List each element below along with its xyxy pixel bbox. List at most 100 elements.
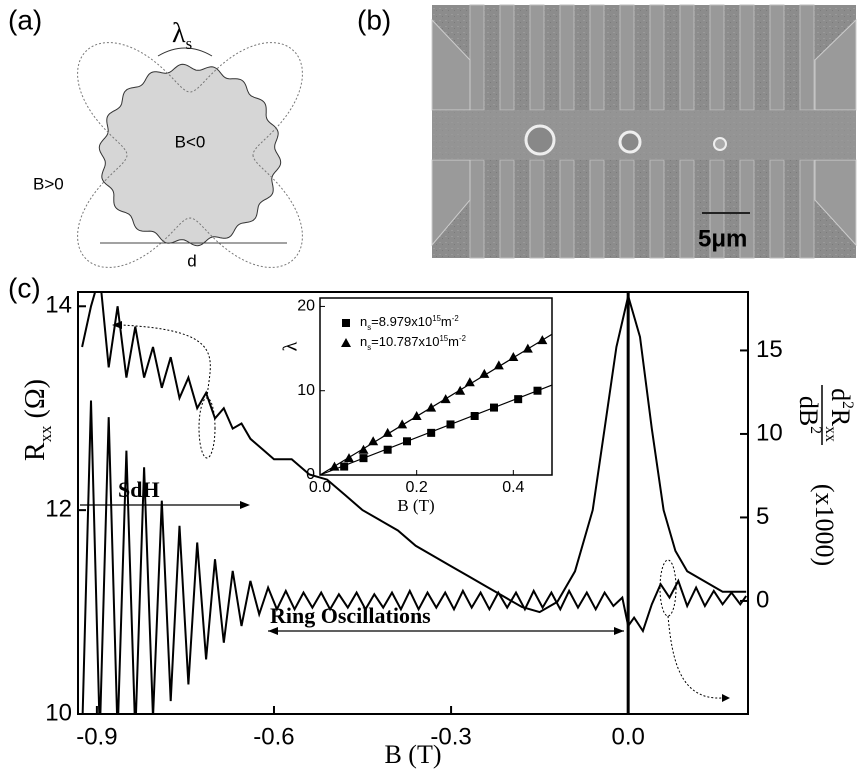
legend-label: ns=10.787x1015m-2 <box>360 334 466 352</box>
marker <box>537 335 548 345</box>
marker <box>426 402 437 412</box>
x-tick-label: -0.9 <box>76 723 117 750</box>
marker <box>358 444 369 454</box>
arrowhead <box>240 501 250 509</box>
text-part: m <box>441 314 452 329</box>
text-part: 15 <box>432 314 441 323</box>
electrode <box>589 4 605 111</box>
marker <box>490 403 498 412</box>
marker <box>464 377 475 387</box>
y2-axis-label: (x1000) <box>810 484 839 566</box>
y-tick-label: 20 <box>297 298 315 315</box>
electrode <box>799 4 815 111</box>
panel-a: (a) λs B<0 B>0 d <box>8 4 303 270</box>
electrode <box>559 159 575 259</box>
text-part: -2 <box>459 334 466 343</box>
fermi-circle <box>98 63 282 247</box>
arrowhead <box>722 694 730 702</box>
x-axis-label: B (T) <box>397 496 434 515</box>
y-tick-label: 14 <box>45 292 72 319</box>
y2-tick-label: 0 <box>756 586 769 613</box>
y-tick-label: 10 <box>45 699 72 726</box>
legend-marker <box>342 319 350 327</box>
electrode <box>619 159 635 259</box>
legend-marker <box>341 338 351 347</box>
text-part: (Ω) <box>20 379 51 425</box>
text-part: R <box>826 409 855 427</box>
text-part: 15 <box>439 334 448 343</box>
panel-label: (b) <box>357 4 391 35</box>
scale-bar-label: 5μm <box>698 225 747 252</box>
text-part: =8.979x10 <box>371 314 432 329</box>
ring <box>618 130 642 154</box>
marker <box>382 427 393 437</box>
marker <box>514 395 523 404</box>
x-tick-label: 0.4 <box>502 479 524 496</box>
data-line <box>81 400 748 714</box>
electrode <box>769 4 785 111</box>
x-tick-label: 0.2 <box>406 479 428 496</box>
data-line <box>81 292 747 614</box>
electrode <box>769 159 785 259</box>
y-tick-label: 10 <box>297 382 315 399</box>
inset-background <box>320 298 552 475</box>
annotation: Ring Oscillations <box>270 603 431 628</box>
legend-label: ns=8.979x1015m-2 <box>360 314 459 332</box>
channel <box>432 110 856 160</box>
x-axis-label: B (T) <box>384 740 441 769</box>
text-part: s <box>186 34 193 53</box>
text-part: s <box>367 343 371 352</box>
annotation: SdH <box>118 477 160 502</box>
panel-b: (b) 5μm <box>357 4 857 259</box>
electrode <box>649 4 665 111</box>
y2-tick-label: 15 <box>756 336 783 363</box>
ring <box>524 124 556 156</box>
marker <box>440 394 451 404</box>
electrodes <box>431 4 857 259</box>
electrode <box>739 4 755 111</box>
text-part: 2 <box>839 401 856 409</box>
electrode <box>589 159 605 259</box>
marker <box>446 420 455 429</box>
panel-label: (a) <box>8 4 42 35</box>
electrode <box>469 4 485 111</box>
marker <box>508 352 519 361</box>
marker <box>397 419 408 429</box>
marker <box>403 437 411 446</box>
electrode <box>559 4 575 111</box>
y2-tick-label: 5 <box>756 503 769 530</box>
text-part: xx <box>822 426 839 442</box>
x-tick-label: -0.6 <box>253 723 294 750</box>
electrode <box>499 4 515 111</box>
text-part: λ <box>172 18 186 49</box>
text-part: xx <box>36 425 55 442</box>
y-axis-label: Rxx (Ω) <box>20 379 55 461</box>
text-part: m <box>448 334 459 349</box>
electrode <box>649 159 665 259</box>
text-part: =10.787x10 <box>371 334 439 349</box>
marker <box>493 360 504 370</box>
y2-tick-label: 10 <box>756 419 783 446</box>
main-chart: (c) -0.9 -0.6 -0.3 0.0 10 12 14 0 5 10 15 B (T) Rxx (… <box>8 272 856 769</box>
y-tick-label: 12 <box>45 495 72 522</box>
marker <box>368 436 379 446</box>
outer-label: B>0 <box>33 174 64 193</box>
electrode <box>619 4 635 111</box>
marker <box>479 368 490 378</box>
arrowhead <box>614 627 624 635</box>
marker <box>344 453 354 463</box>
text-part: n <box>360 334 367 349</box>
text-part: s <box>367 323 371 332</box>
electrode <box>529 159 545 259</box>
plot-frame <box>77 291 749 715</box>
electrode <box>679 4 695 111</box>
ring <box>713 137 727 151</box>
marker <box>470 412 479 420</box>
wavelength-arc <box>157 47 213 57</box>
marker <box>427 428 436 437</box>
y2-axis-label: dB2 <box>794 396 824 434</box>
text-part: 2 <box>807 426 824 434</box>
text-part: n <box>360 314 367 329</box>
electrode <box>469 159 485 259</box>
